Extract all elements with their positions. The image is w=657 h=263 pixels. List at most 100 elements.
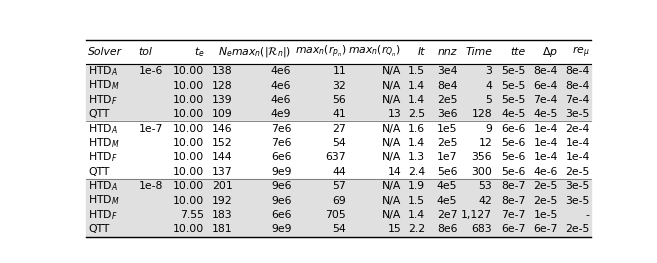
Text: 3: 3 — [486, 66, 492, 76]
Text: 1e5: 1e5 — [437, 124, 457, 134]
Text: 3e6: 3e6 — [437, 109, 457, 119]
Text: 4e6: 4e6 — [271, 66, 292, 76]
Text: N/A: N/A — [382, 210, 401, 220]
Text: 10.00: 10.00 — [173, 196, 204, 206]
Text: 6e-4: 6e-4 — [533, 80, 558, 90]
Text: 1.4: 1.4 — [408, 95, 425, 105]
Bar — [86, 150, 591, 165]
Text: 5e-5: 5e-5 — [501, 66, 526, 76]
Text: 4e6: 4e6 — [271, 80, 292, 90]
Text: 4e5: 4e5 — [437, 196, 457, 206]
Text: 7e6: 7e6 — [271, 138, 292, 148]
Text: 2e7: 2e7 — [437, 210, 457, 220]
Text: 3e-5: 3e-5 — [566, 181, 590, 191]
Text: 192: 192 — [212, 196, 233, 206]
Text: 8e-4: 8e-4 — [566, 80, 590, 90]
Text: QTT: QTT — [88, 167, 110, 177]
Text: 8e-7: 8e-7 — [501, 181, 526, 191]
Text: 1.4: 1.4 — [408, 210, 425, 220]
Bar — [86, 222, 591, 236]
Bar — [86, 78, 591, 93]
Text: 3e-5: 3e-5 — [566, 109, 590, 119]
Text: 13: 13 — [388, 109, 401, 119]
Text: 7e-4: 7e-4 — [533, 95, 558, 105]
Text: N/A: N/A — [382, 181, 401, 191]
Text: 9e6: 9e6 — [271, 196, 292, 206]
Text: 2e-5: 2e-5 — [533, 181, 558, 191]
Text: 300: 300 — [471, 167, 492, 177]
Text: $max_n(r_{p_n})$: $max_n(r_{p_n})$ — [295, 44, 346, 60]
Text: 1.3: 1.3 — [408, 153, 425, 163]
Text: 2e5: 2e5 — [437, 138, 457, 148]
Text: 9: 9 — [486, 124, 492, 134]
Text: 1.4: 1.4 — [408, 80, 425, 90]
Text: 9e9: 9e9 — [271, 224, 292, 234]
Text: 6e-7: 6e-7 — [533, 224, 558, 234]
Text: Solver: Solver — [88, 47, 122, 57]
Text: 1e-8: 1e-8 — [139, 181, 163, 191]
Text: 3e-5: 3e-5 — [566, 196, 590, 206]
Text: -: - — [586, 210, 590, 220]
Text: 1.4: 1.4 — [408, 138, 425, 148]
Text: 146: 146 — [212, 124, 233, 134]
Text: N/A: N/A — [382, 138, 401, 148]
Text: 1e-4: 1e-4 — [566, 153, 590, 163]
Text: 152: 152 — [212, 138, 233, 148]
Text: 705: 705 — [325, 210, 346, 220]
Text: 1.6: 1.6 — [408, 124, 425, 134]
Text: 7e-4: 7e-4 — [566, 95, 590, 105]
Text: 6e6: 6e6 — [271, 153, 292, 163]
Text: 1e-4: 1e-4 — [566, 138, 590, 148]
Bar — [86, 107, 591, 122]
Bar — [86, 179, 591, 193]
Text: 181: 181 — [212, 224, 233, 234]
Text: $\mathrm{HTD}_M$: $\mathrm{HTD}_M$ — [88, 194, 120, 208]
Text: 8e4: 8e4 — [437, 80, 457, 90]
Text: 138: 138 — [212, 66, 233, 76]
Text: 1e-4: 1e-4 — [533, 124, 558, 134]
Text: 1e-4: 1e-4 — [533, 138, 558, 148]
Text: 53: 53 — [478, 181, 492, 191]
Text: 10.00: 10.00 — [173, 167, 204, 177]
Text: 2e-5: 2e-5 — [533, 196, 558, 206]
Text: 2e-5: 2e-5 — [566, 167, 590, 177]
Text: 144: 144 — [212, 153, 233, 163]
Text: 14: 14 — [388, 167, 401, 177]
Text: 139: 139 — [212, 95, 233, 105]
Text: $re_{\mu}$: $re_{\mu}$ — [572, 44, 590, 59]
Text: 5e-5: 5e-5 — [501, 95, 526, 105]
Text: 9e6: 9e6 — [271, 181, 292, 191]
Text: N/A: N/A — [382, 196, 401, 206]
Text: 6e-6: 6e-6 — [501, 124, 526, 134]
Text: 10.00: 10.00 — [173, 109, 204, 119]
Bar — [86, 193, 591, 208]
Text: 8e-4: 8e-4 — [533, 66, 558, 76]
Text: 2.2: 2.2 — [408, 224, 425, 234]
Text: 2e-5: 2e-5 — [566, 224, 590, 234]
Text: 3e4: 3e4 — [437, 66, 457, 76]
Text: 11: 11 — [332, 66, 346, 76]
Text: Time: Time — [465, 47, 492, 57]
Text: 10.00: 10.00 — [173, 153, 204, 163]
Text: 6e-7: 6e-7 — [501, 224, 526, 234]
Text: $\mathrm{HTD}_A$: $\mathrm{HTD}_A$ — [88, 122, 118, 135]
Text: $max_n(|\mathcal{R}_n|)$: $max_n(|\mathcal{R}_n|)$ — [231, 45, 292, 59]
Text: nnz: nnz — [438, 47, 457, 57]
Text: QTT: QTT — [88, 109, 110, 119]
Text: 201: 201 — [212, 181, 233, 191]
Text: 1.9: 1.9 — [408, 181, 425, 191]
Text: 1e-5: 1e-5 — [533, 210, 558, 220]
Text: 10.00: 10.00 — [173, 124, 204, 134]
Text: 4e-5: 4e-5 — [501, 109, 526, 119]
Text: QTT: QTT — [88, 224, 110, 234]
Text: 2.4: 2.4 — [408, 167, 425, 177]
Bar — [86, 165, 591, 179]
Text: 27: 27 — [332, 124, 346, 134]
Text: tol: tol — [139, 47, 152, 57]
Text: 10.00: 10.00 — [173, 138, 204, 148]
Text: 5e-6: 5e-6 — [501, 153, 526, 163]
Text: $\mathrm{HTD}_M$: $\mathrm{HTD}_M$ — [88, 79, 120, 92]
Text: 15: 15 — [388, 224, 401, 234]
Text: 41: 41 — [332, 109, 346, 119]
Bar — [86, 93, 591, 107]
